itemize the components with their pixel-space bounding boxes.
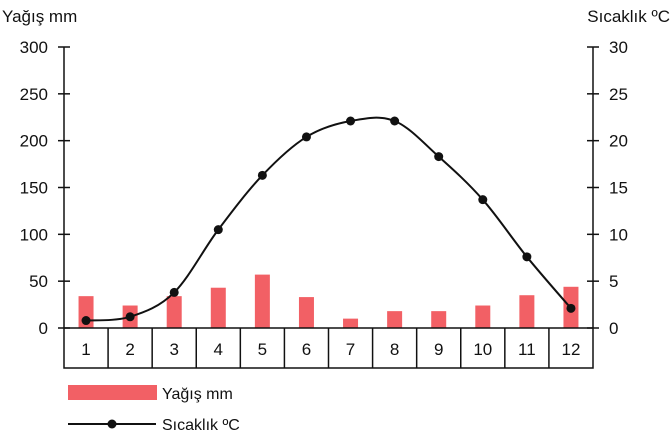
precipitation-bar bbox=[431, 311, 447, 328]
precipitation-bar bbox=[254, 274, 270, 328]
temperature-point bbox=[301, 132, 311, 142]
right-tick-label: 15 bbox=[609, 179, 628, 198]
temperature-point bbox=[522, 252, 532, 262]
legend-label-precipitation: Yağış mm bbox=[162, 386, 233, 403]
month-label: 7 bbox=[346, 340, 355, 359]
right-tick-label: 0 bbox=[609, 319, 618, 338]
precipitation-bar bbox=[166, 296, 182, 328]
month-label: 4 bbox=[214, 340, 223, 359]
left-tick-label: 300 bbox=[20, 38, 48, 57]
legend: Yağış mm Sıcaklık ºC bbox=[68, 385, 240, 434]
left-tick-label: 150 bbox=[20, 179, 48, 198]
precipitation-bar bbox=[475, 305, 491, 328]
legend-label-temperature: Sıcaklık ºC bbox=[162, 417, 240, 434]
right-tick-label: 30 bbox=[609, 38, 628, 57]
temperature-point bbox=[390, 116, 400, 126]
left-tick-label: 0 bbox=[39, 319, 48, 338]
legend-swatch-precipitation bbox=[68, 385, 157, 400]
temperature-point bbox=[434, 152, 444, 162]
temperature-point bbox=[566, 303, 576, 313]
legend-swatch-temperature-dot bbox=[107, 419, 117, 429]
temperature-points bbox=[81, 116, 576, 326]
temperature-point bbox=[169, 287, 179, 297]
temperature-point bbox=[125, 312, 135, 322]
right-tick-label: 10 bbox=[609, 225, 628, 244]
precipitation-bar bbox=[343, 318, 359, 328]
temperature-line bbox=[85, 116, 572, 322]
month-label: 5 bbox=[258, 340, 267, 359]
temperature-point bbox=[81, 316, 91, 326]
right-tick-label: 20 bbox=[609, 132, 628, 151]
right-tick-label: 5 bbox=[609, 272, 618, 291]
temperature-point bbox=[257, 170, 267, 180]
left-tick-label: 200 bbox=[20, 132, 48, 151]
precipitation-bar bbox=[210, 287, 226, 328]
precipitation-bar bbox=[298, 297, 314, 328]
precipitation-bar bbox=[519, 295, 535, 328]
month-label: 2 bbox=[125, 340, 134, 359]
precipitation-bars bbox=[78, 274, 579, 328]
right-axis-ticks: 0 5 10 15 20 25 30 bbox=[587, 38, 628, 338]
left-tick-label: 50 bbox=[29, 272, 48, 291]
month-label: 3 bbox=[169, 340, 178, 359]
month-label: 1 bbox=[81, 340, 90, 359]
month-label: 11 bbox=[518, 340, 536, 359]
temperature-point bbox=[346, 116, 356, 126]
right-axis-label: Sıcaklık ºC bbox=[587, 7, 670, 26]
month-label: 10 bbox=[473, 340, 492, 359]
temperature-point bbox=[213, 225, 223, 235]
month-label: 12 bbox=[561, 340, 580, 359]
month-label: 6 bbox=[302, 340, 311, 359]
left-tick-label: 100 bbox=[20, 225, 48, 244]
left-tick-label: 250 bbox=[20, 85, 48, 104]
month-cells: 1 2 3 4 5 6 7 8 9 10 11 12 bbox=[81, 328, 580, 368]
left-axis-ticks: 0 50 100 150 200 250 300 bbox=[20, 38, 70, 338]
temperature-point bbox=[478, 195, 488, 205]
month-axis: 1 2 3 4 5 6 7 8 9 10 11 12 bbox=[63, 327, 594, 369]
right-tick-label: 25 bbox=[609, 85, 628, 104]
left-axis-label: Yağış mm bbox=[2, 7, 77, 26]
month-label: 8 bbox=[390, 340, 399, 359]
month-label: 9 bbox=[434, 340, 443, 359]
precipitation-bar bbox=[387, 311, 403, 328]
